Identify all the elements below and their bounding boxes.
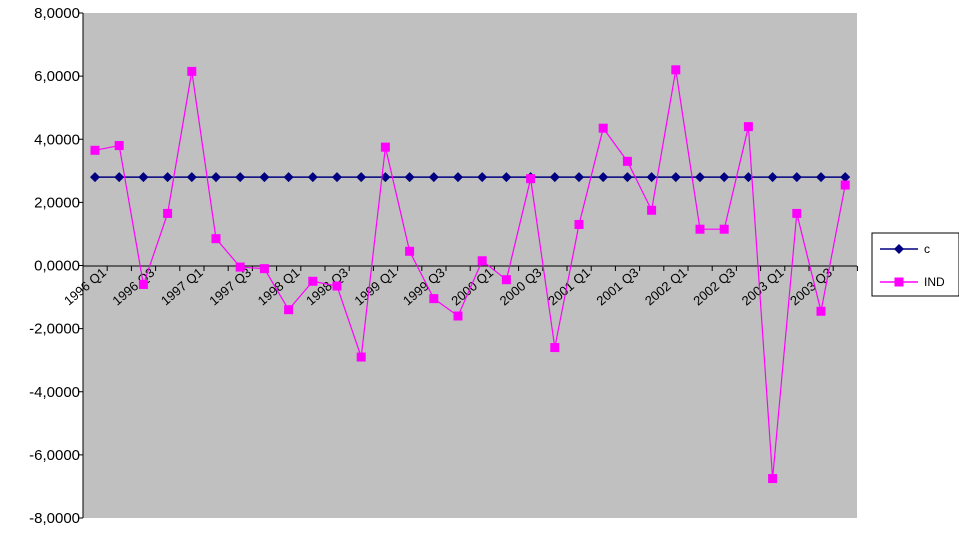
data-point-IND (574, 219, 584, 229)
data-point-IND (90, 145, 100, 155)
data-point-c (574, 172, 584, 183)
data-point-c (767, 172, 778, 183)
data-point-IND (647, 205, 657, 215)
y-tick-label: -6,0000 (29, 447, 80, 464)
data-point-c (138, 172, 149, 183)
data-point-IND (187, 66, 197, 76)
data-point-IND (501, 275, 511, 285)
legend-marker-IND (894, 277, 904, 287)
data-point-c (404, 172, 415, 183)
data-point-c (598, 172, 609, 183)
data-point-c (816, 172, 826, 183)
data-point-c (719, 172, 730, 183)
data-point-c (453, 172, 463, 183)
data-point-c (162, 172, 173, 183)
data-point-IND (743, 122, 753, 132)
data-point-IND (114, 141, 124, 151)
data-point-c (549, 172, 560, 183)
data-point-c (283, 172, 294, 183)
data-point-IND (405, 246, 415, 256)
data-point-IND (380, 142, 390, 152)
data-point-IND (356, 352, 366, 362)
data-point-IND (163, 208, 173, 218)
y-tick-label: 4,0000 (34, 131, 80, 148)
data-point-c (90, 172, 100, 183)
data-point-IND (695, 224, 705, 234)
data-point-IND (550, 343, 560, 353)
data-point-c (211, 172, 221, 183)
data-point-IND (792, 208, 802, 218)
data-point-IND (526, 174, 536, 184)
data-point-IND (719, 224, 729, 234)
legend-box (871, 232, 959, 297)
data-point-IND (235, 262, 245, 272)
y-tick-label: 2,0000 (34, 194, 80, 211)
data-point-IND (598, 123, 608, 133)
data-point-IND (671, 65, 681, 75)
data-point-c (114, 172, 125, 183)
y-axis: 8,0000 6,0000 4,0000 2,0000 0,0000 -2,0000 -4,… (29, 5, 84, 527)
data-point-IND (816, 306, 826, 316)
series-layer (90, 65, 851, 484)
data-point-IND (284, 305, 294, 315)
legend-marker-c (894, 244, 904, 254)
data-point-c (622, 172, 633, 183)
data-point-IND (211, 234, 221, 244)
data-point-c (695, 172, 705, 183)
data-point-IND (259, 264, 269, 274)
data-point-c (307, 172, 318, 183)
data-point-c (743, 172, 754, 183)
y-tick-label: -8,0000 (29, 510, 80, 527)
data-point-IND (622, 156, 632, 166)
data-point-IND (429, 294, 439, 304)
data-point-IND (768, 474, 778, 484)
data-point-c (646, 172, 657, 183)
y-tick-label: -2,0000 (29, 321, 80, 338)
legend-label-c: c (924, 242, 930, 256)
data-point-IND (332, 281, 342, 291)
data-point-c (670, 172, 681, 183)
data-point-c (501, 172, 512, 183)
y-tick-label: 8,0000 (34, 5, 80, 22)
data-point-c (356, 172, 367, 183)
data-point-c (332, 172, 342, 183)
y-tick-label: 0,0000 (34, 258, 80, 275)
data-point-c (428, 172, 439, 183)
data-point-IND (308, 276, 318, 286)
data-point-c (791, 172, 802, 183)
data-point-IND (138, 279, 148, 289)
data-point-IND (477, 256, 487, 266)
data-point-c (186, 172, 197, 183)
data-point-c (840, 172, 851, 183)
y-tick-label: 6,0000 (34, 68, 80, 85)
y-tick-label: -4,0000 (29, 384, 80, 401)
data-point-IND (840, 180, 850, 190)
data-point-IND (453, 311, 463, 321)
legend-label-IND: IND (924, 275, 945, 289)
data-point-c (380, 172, 391, 183)
legend: c IND (871, 232, 959, 297)
data-point-c (477, 172, 488, 183)
data-point-c (259, 172, 270, 183)
data-point-c (235, 172, 246, 183)
